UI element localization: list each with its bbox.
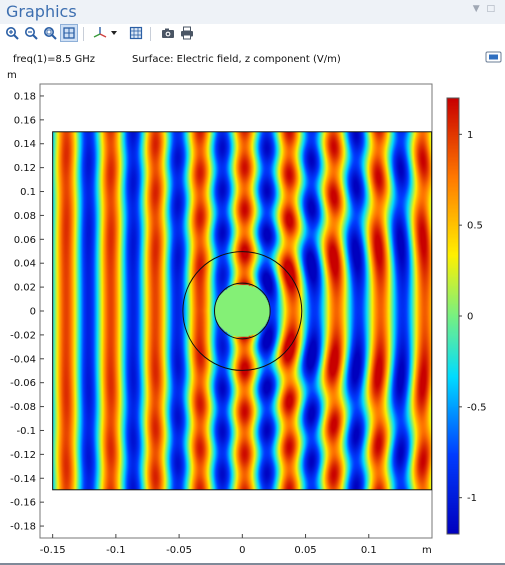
y-tick-label: -0.06 — [10, 378, 36, 389]
y-tick-label: 0 — [30, 307, 36, 318]
parameter-label: freq(1)=8.5 GHz — [13, 54, 96, 65]
y-tick-label: 0.18 — [14, 91, 36, 102]
y-tick-label: -0.04 — [10, 354, 36, 365]
x-tick-label: -0.05 — [166, 545, 192, 556]
y-tick-label: -0.02 — [10, 330, 36, 341]
zoom-extents-icon — [63, 27, 75, 39]
y-tick-label: -0.18 — [10, 522, 36, 533]
toolbar-separator — [150, 27, 151, 41]
graphics-toolbar — [0, 24, 505, 44]
zoom-in-button[interactable] — [3, 24, 21, 42]
x-unit-label: m — [422, 545, 432, 556]
export-plot-icon[interactable] — [484, 50, 504, 64]
zoom-box-button[interactable] — [41, 24, 59, 42]
panel-title: Graphics — [6, 2, 77, 21]
x-tick-label: 0.05 — [294, 545, 316, 556]
x-axis: -0.15 -0.1 -0.05 0 0.05 0.1 — [40, 534, 377, 556]
y-tick-label: 0.08 — [14, 211, 36, 222]
colorbar-tick-label: 1 — [467, 130, 473, 141]
colorbar — [447, 98, 459, 534]
y-tick-label: 0.1 — [20, 187, 36, 198]
x-tick-label: 0.1 — [361, 545, 377, 556]
colorbar-scale: 1 0.5 0 -0.5 -1 — [459, 130, 487, 504]
scatterer-boundary — [214, 282, 271, 340]
zoom-out-button[interactable] — [22, 24, 40, 42]
x-tick-label: -0.1 — [106, 545, 126, 556]
printer-icon — [181, 26, 193, 40]
zoom-in-icon — [6, 27, 19, 40]
electric-field-surface — [52, 131, 432, 490]
domain-boundary — [52, 131, 433, 491]
camera-icon — [162, 28, 174, 38]
grid-toggle-button[interactable] — [127, 24, 145, 42]
panel-window-controls[interactable]: ▼ □ — [472, 4, 497, 14]
y-tick-label: 0.06 — [14, 235, 36, 246]
axis-triad-icon — [93, 27, 117, 38]
y-axis: 0.18 0.16 0.14 0.12 0.1 0.08 0.06 0.04 0.02 0 -0.0… — [10, 91, 44, 533]
y-unit-label: m — [7, 70, 17, 81]
plot-window[interactable]: freq(1)=8.5 GHz Surface: Electric field,… — [0, 44, 505, 565]
y-tick-label: -0.14 — [10, 474, 36, 485]
surface-label: Surface: Electric field, z component (V/… — [132, 54, 341, 65]
colorbar-tick-label: 0 — [467, 312, 473, 323]
outer-circle-boundary — [182, 251, 303, 371]
y-tick-label: -0.1 — [16, 426, 36, 437]
print-button[interactable] — [178, 24, 196, 42]
window-bottom-border — [0, 563, 505, 565]
x-tick-label: 0 — [239, 545, 245, 556]
zoom-extents-button[interactable] — [60, 24, 78, 42]
zoom-out-icon — [25, 27, 38, 40]
image-snapshot-button[interactable] — [159, 24, 177, 42]
y-tick-label: -0.12 — [10, 450, 36, 461]
y-tick-label: 0.04 — [14, 259, 36, 270]
zoom-box-icon — [44, 27, 57, 40]
y-tick-label: 0.02 — [14, 283, 36, 294]
colorbar-tick-label: -0.5 — [467, 402, 487, 413]
axis-orientation-button[interactable] — [92, 24, 120, 42]
y-tick-label: 0.14 — [14, 139, 36, 150]
colorbar-tick-label: 0.5 — [467, 221, 483, 232]
toolbar-separator — [83, 27, 84, 41]
plot-canvas: m 0.180.160.140.120.10.080.060.040.020-0… — [7, 70, 487, 556]
y-tick-label: 0.12 — [14, 163, 36, 174]
colorbar-tick-label: -1 — [467, 493, 477, 504]
graphics-panel-header: Graphics ▼ □ — [0, 0, 505, 24]
y-tick-label: -0.16 — [10, 498, 36, 509]
grid-icon — [129, 26, 143, 40]
y-tick-label: 0.16 — [14, 115, 36, 126]
x-tick-label: -0.15 — [40, 545, 66, 556]
y-tick-label: -0.08 — [10, 402, 36, 413]
